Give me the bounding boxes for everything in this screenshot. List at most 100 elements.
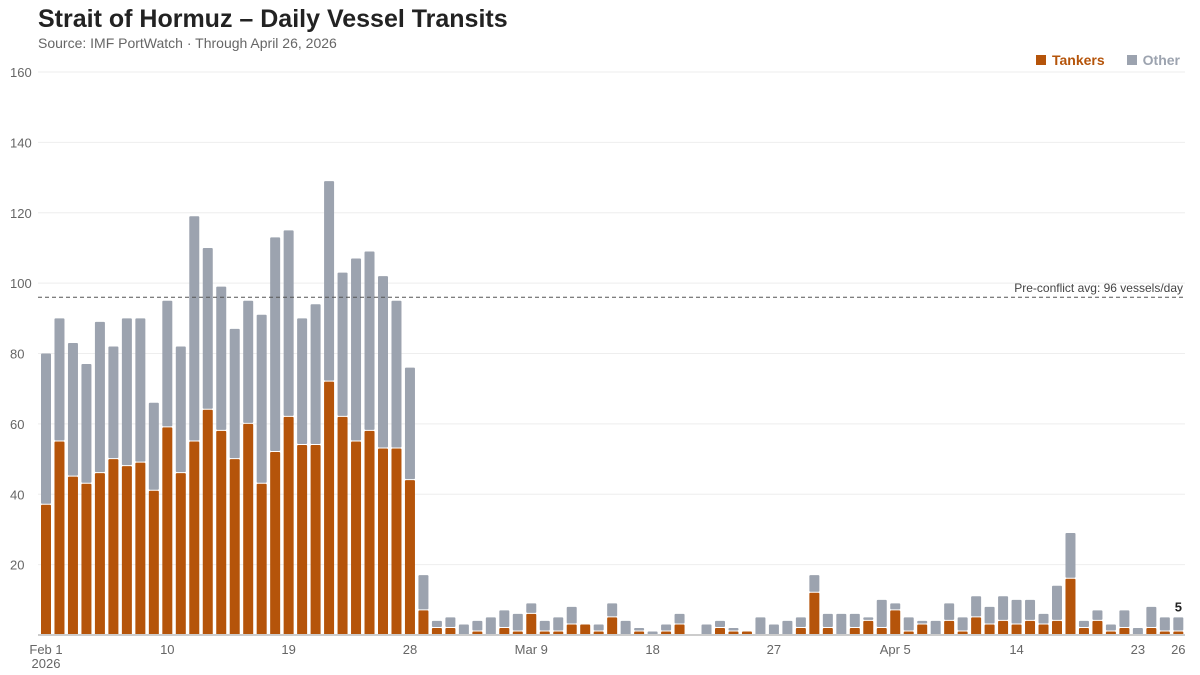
bar-tankers <box>917 624 928 635</box>
bar-other <box>661 624 672 631</box>
y-tick-label: 140 <box>10 135 32 150</box>
bar-other <box>1173 617 1184 631</box>
bar-tankers <box>715 627 725 635</box>
bar-other <box>297 318 308 444</box>
bar-other <box>1159 617 1170 631</box>
x-tick-label: 27 <box>767 642 781 657</box>
bar-other <box>701 624 712 635</box>
bar-other <box>755 617 766 635</box>
bar-tankers <box>404 480 415 635</box>
bar-tankers <box>580 624 591 635</box>
bar-other <box>1092 610 1103 620</box>
bar-other <box>175 346 186 473</box>
bar-other <box>1052 585 1062 620</box>
bar-other <box>1119 610 1130 627</box>
y-tick-label: 160 <box>10 65 32 80</box>
bar-other <box>863 617 874 620</box>
bar-tankers <box>809 592 820 635</box>
bar-tankers <box>243 423 254 635</box>
bar-tankers <box>297 444 308 635</box>
bar-other <box>809 575 820 592</box>
x-tick-label: 14 <box>1009 642 1023 657</box>
bar-other <box>445 617 456 627</box>
bar-tankers <box>863 620 874 635</box>
bar-other <box>903 617 914 631</box>
reference-line-label: Pre-conflict avg: 96 vessels/day <box>1014 281 1183 295</box>
x-tick-label: Mar 9 <box>515 642 548 657</box>
bar-tankers <box>175 473 186 635</box>
bar-other <box>553 617 564 631</box>
bar-other <box>202 247 213 409</box>
bar-tankers <box>971 617 982 635</box>
bar-other <box>81 364 92 483</box>
legend-item-tankers[interactable]: Tankers <box>1035 52 1105 68</box>
bar-other <box>957 617 968 631</box>
x-tick-label: 18 <box>645 642 659 657</box>
bar-other <box>229 328 240 459</box>
bar-other <box>526 603 537 613</box>
bar-tankers <box>270 452 281 635</box>
bar-tankers <box>1038 624 1049 635</box>
bar-other <box>270 237 281 452</box>
bar-tankers <box>189 441 200 635</box>
legend-label-other: Other <box>1142 52 1180 68</box>
bar-other <box>1025 599 1036 620</box>
bar-tankers <box>162 427 173 635</box>
bar-other <box>148 402 159 490</box>
bar-annotation: 5 <box>1175 599 1182 614</box>
bar-other <box>930 620 941 635</box>
bar-other <box>782 620 793 635</box>
bar-other <box>499 610 510 627</box>
y-tick-label: 80 <box>10 347 24 362</box>
bar-other <box>1065 532 1076 578</box>
bar-other <box>256 314 267 483</box>
bar-tankers <box>445 627 456 635</box>
bar-tankers <box>391 448 402 635</box>
bar-other <box>391 300 402 448</box>
bar-other <box>1011 599 1022 624</box>
bar-other <box>337 272 348 416</box>
bar-tankers <box>351 441 362 635</box>
legend-swatch-tankers <box>1035 55 1046 65</box>
bar-tankers <box>1092 620 1103 635</box>
bar-tankers <box>337 416 348 635</box>
bar-other <box>795 617 806 627</box>
x-tick-label: 19 <box>281 642 295 657</box>
bar-tankers <box>378 448 388 635</box>
bar-tankers <box>944 620 955 635</box>
bar-other <box>67 342 78 476</box>
legend-swatch-other <box>1126 55 1137 65</box>
bar-other <box>607 603 618 617</box>
bar-other <box>41 353 51 504</box>
bar-tankers <box>984 624 995 635</box>
bar-tankers <box>418 610 429 635</box>
bar-tankers <box>998 620 1009 635</box>
bar-tankers <box>849 627 860 635</box>
bar-other <box>472 620 483 631</box>
x-tick-label: 28 <box>403 642 417 657</box>
x-tick-label: 26 <box>1171 642 1185 657</box>
bar-tankers <box>674 624 685 635</box>
bar-tankers <box>81 483 92 635</box>
bar-tankers <box>41 504 51 635</box>
bar-other <box>121 318 132 466</box>
bar-other <box>971 596 982 617</box>
bar-other <box>243 300 254 423</box>
y-tick-label: 20 <box>10 558 24 573</box>
bar-other <box>539 620 550 631</box>
bar-tankers <box>283 416 294 635</box>
bar-other <box>593 624 604 631</box>
bar-other <box>890 603 901 610</box>
bar-other <box>216 286 227 430</box>
bar-other <box>431 620 442 627</box>
bar-tankers <box>822 627 833 635</box>
x-tick-label: Apr 5 <box>880 642 911 657</box>
bar-other <box>715 620 725 627</box>
x-tick-label: Feb 1 <box>29 642 62 657</box>
bar-other <box>620 620 631 635</box>
bar-other <box>485 617 496 635</box>
bar-tankers <box>526 613 537 635</box>
bar-other <box>378 276 388 448</box>
chart-subtitle: Source: IMF PortWatch · Through April 26… <box>38 35 337 51</box>
legend-item-other[interactable]: Other <box>1126 52 1180 68</box>
